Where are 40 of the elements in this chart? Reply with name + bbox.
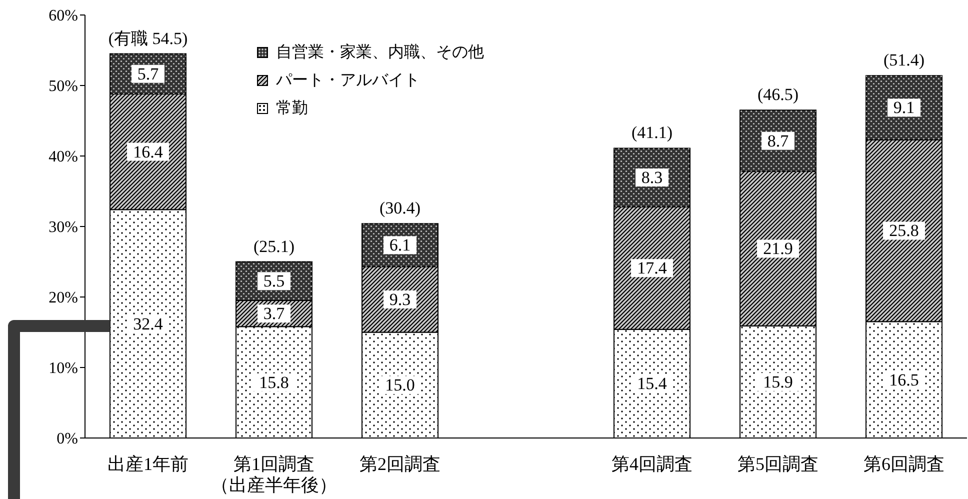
y-tick-label: 0%	[56, 430, 78, 448]
data-label: 9.1	[893, 98, 915, 118]
data-label: 32.4	[133, 314, 164, 334]
data-label: 15.8	[259, 372, 289, 392]
data-label: 17.4	[637, 258, 668, 278]
data-label: 6.1	[389, 236, 411, 255]
data-label: 5.5	[263, 272, 285, 291]
data-label: 15.4	[637, 374, 668, 394]
x-tick-label: 出産1年前	[108, 454, 188, 474]
x-tick-label: 第4回調査	[612, 454, 692, 474]
data-label: 21.9	[763, 239, 793, 258]
y-tick-label: 20%	[48, 290, 78, 307]
y-tick-label: 30%	[48, 219, 78, 236]
legend-label: パート・アルバイト	[276, 70, 420, 90]
y-tick-label: 40%	[48, 148, 78, 166]
data-label: 16.4	[133, 142, 164, 162]
legend-label: 常勤	[276, 98, 308, 118]
x-tick-label: 第2回調査	[360, 454, 440, 474]
legend-label: 自営業・家業、内職、その他	[276, 42, 484, 62]
data-label: 5.7	[137, 64, 160, 84]
x-tick-label: 第1回調査（出産半年後）	[211, 454, 337, 495]
total-label: (有職 54.5)	[108, 28, 188, 48]
data-label: 16.5	[889, 370, 919, 390]
total-label: (51.4)	[883, 50, 925, 70]
data-label: 8.7	[767, 131, 790, 150]
data-label: 15.0	[385, 376, 415, 395]
data-label: 15.9	[763, 372, 793, 392]
data-label: 3.7	[263, 304, 286, 324]
total-label: (41.1)	[631, 123, 673, 142]
y-tick-label: 10%	[48, 360, 78, 378]
total-label: (30.4)	[379, 198, 421, 218]
data-label: 9.3	[389, 290, 411, 309]
x-tick-label: 第6回調査	[864, 454, 944, 474]
total-label: (46.5)	[757, 85, 799, 104]
data-label: 25.8	[889, 221, 919, 240]
x-tick-label: 第5回調査	[738, 454, 818, 474]
y-tick-label: 50%	[48, 78, 78, 96]
data-label: 8.3	[641, 168, 663, 188]
total-label: (25.1)	[253, 236, 295, 256]
y-tick-label: 60%	[48, 8, 78, 25]
